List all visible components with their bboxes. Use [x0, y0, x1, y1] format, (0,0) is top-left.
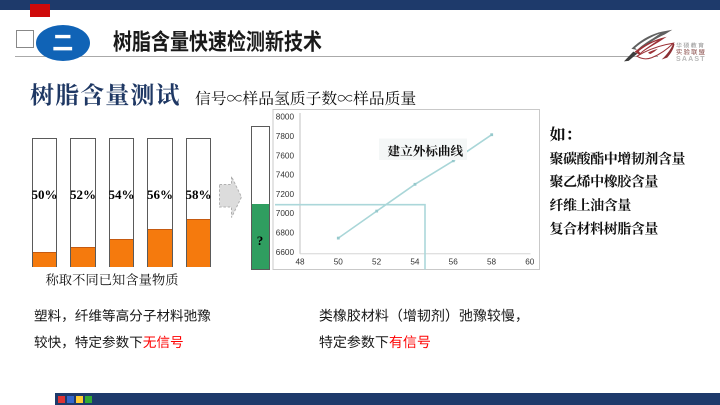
svg-text:6600: 6600: [276, 248, 295, 257]
svg-text:SAAST: SAAST: [676, 56, 705, 63]
svg-text:7400: 7400: [276, 171, 295, 180]
svg-text:48: 48: [295, 258, 305, 267]
svg-text:7600: 7600: [276, 151, 295, 160]
svg-text:6800: 6800: [276, 229, 295, 238]
svg-text:60: 60: [525, 258, 535, 267]
svg-text:8000: 8000: [276, 113, 295, 122]
svg-text:50: 50: [334, 258, 344, 267]
svg-text:58: 58: [487, 258, 497, 267]
svg-text:7200: 7200: [276, 190, 295, 199]
svg-text:52: 52: [372, 258, 382, 267]
svg-text:54: 54: [410, 258, 420, 267]
svg-text:56: 56: [449, 258, 459, 267]
svg-text:7000: 7000: [276, 209, 295, 218]
svg-text:7800: 7800: [276, 132, 295, 141]
